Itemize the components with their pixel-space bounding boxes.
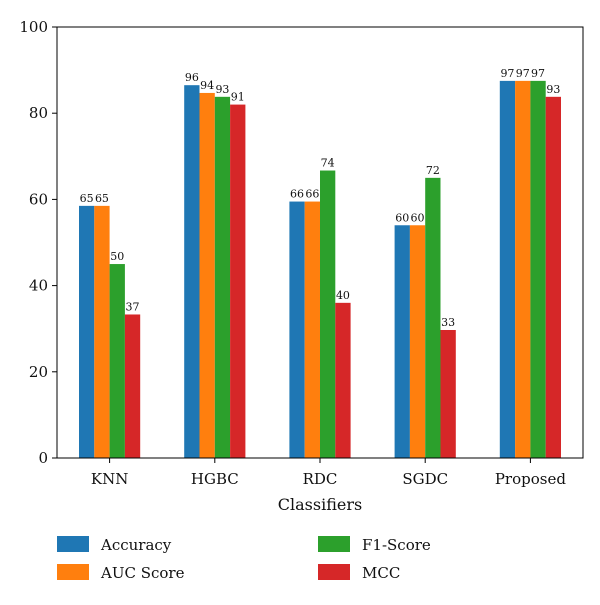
legend-swatch	[318, 536, 350, 552]
data-label: 97	[531, 67, 545, 80]
bar-f1-score-hgbc	[214, 96, 231, 459]
data-label: 50	[110, 250, 124, 263]
bar-auc-score-rdc	[304, 201, 320, 458]
bar-accuracy-proposed	[499, 80, 516, 458]
bar-mcc-hgbc	[230, 104, 246, 458]
legend-label: MCC	[362, 564, 400, 582]
legend-label: AUC Score	[100, 564, 185, 582]
x-tick-label: HGBC	[191, 470, 239, 488]
data-label: 65	[80, 192, 94, 205]
bar-mcc-proposed	[545, 96, 561, 459]
data-label: 97	[516, 67, 530, 80]
data-label: 66	[290, 188, 304, 201]
bar-auc-score-sgdc	[409, 225, 426, 458]
data-label: 94	[200, 79, 214, 92]
bar-f1-score-sgdc	[425, 177, 441, 458]
data-label: 40	[336, 289, 350, 302]
bar-auc-score-hgbc	[199, 92, 215, 459]
data-label: 91	[231, 91, 245, 104]
x-tick-label: KNN	[91, 470, 128, 488]
x-tick-label: Proposed	[495, 470, 567, 488]
y-axis: 0 20 40 60 80 100	[19, 18, 57, 467]
y-tick-label: 80	[29, 104, 48, 122]
bar-accuracy-knn	[79, 205, 95, 458]
legend-swatch	[318, 564, 350, 580]
bar-f1-score-proposed	[530, 80, 546, 458]
x-tick-label: RDC	[303, 470, 338, 488]
data-label: 74	[321, 157, 335, 170]
y-tick-label: 20	[29, 363, 48, 381]
legend: Accuracy AUC Score F1-Score MCC	[57, 536, 431, 582]
data-label: 66	[305, 188, 319, 201]
bar-auc-score-knn	[94, 205, 110, 458]
bar-accuracy-hgbc	[184, 85, 200, 458]
bar-accuracy-sgdc	[394, 225, 410, 458]
data-label: 96	[185, 71, 199, 84]
legend-swatch	[57, 564, 89, 580]
bar-f1-score-knn	[109, 264, 125, 458]
x-axis-title: Classifiers	[278, 495, 362, 514]
bar-accuracy-rdc	[289, 201, 305, 458]
y-tick-label: 60	[29, 190, 48, 208]
bars-layer	[79, 80, 561, 459]
bar-auc-score-proposed	[515, 80, 531, 458]
bar-mcc-knn	[124, 314, 141, 458]
y-tick-label: 100	[19, 18, 48, 36]
y-tick-label: 0	[38, 449, 48, 467]
data-label: 93	[215, 83, 229, 96]
legend-swatch	[57, 536, 89, 552]
data-label: 60	[411, 211, 425, 224]
y-tick-label: 40	[29, 277, 48, 295]
bar-mcc-rdc	[335, 302, 351, 458]
x-tick-label: SGDC	[402, 470, 448, 488]
data-label: 97	[500, 67, 514, 80]
bar-mcc-sgdc	[440, 329, 456, 458]
legend-label: Accuracy	[100, 536, 172, 554]
data-label: 93	[546, 83, 560, 96]
x-axis: KNN HGBC RDC SGDC Proposed	[91, 458, 566, 488]
data-label: 37	[126, 300, 140, 313]
data-label: 72	[426, 164, 440, 177]
data-label: 60	[395, 211, 409, 224]
legend-label: F1-Score	[362, 536, 431, 554]
data-label: 33	[441, 316, 455, 329]
data-label: 65	[95, 192, 109, 205]
bar-f1-score-rdc	[320, 170, 336, 458]
